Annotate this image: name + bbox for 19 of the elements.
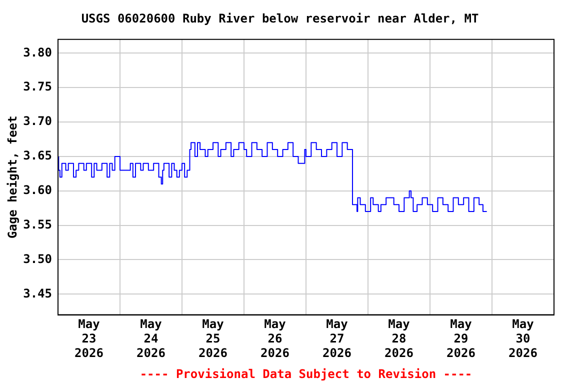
text: ---- Provisional Data Subject to Revision ---- [140, 367, 472, 382]
y-tick-label: 3.65 [23, 148, 52, 163]
x-tick-label: May 28 2026 [384, 317, 414, 360]
y-tick-label: 3.60 [23, 182, 52, 197]
x-tick-label: May 27 2026 [322, 317, 352, 360]
x-tick-label: May 23 2026 [74, 317, 104, 360]
y-tick-label: 3.50 [23, 252, 52, 266]
x-tick-label: May 26 2026 [260, 317, 290, 360]
chart-title: USGS 06020600 Ruby River below reservoir near Alder, MT [81, 11, 479, 26]
x-tick-label: May 29 2026 [446, 317, 476, 360]
y-axis-title: Gage height, feet [5, 116, 20, 239]
x-tick-label: May 25 2026 [198, 317, 228, 360]
x-tick-label: May 30 2026 [508, 317, 538, 360]
y-tick-label: 3.55 [23, 217, 52, 232]
y-tick-label: 3.45 [23, 286, 52, 300]
x-tick-label: May 24 2026 [136, 317, 166, 360]
y-tick-label: 3.80 [23, 45, 52, 60]
y-tick-label: 3.75 [23, 80, 52, 94]
y-tick-label: 3.70 [23, 114, 52, 128]
